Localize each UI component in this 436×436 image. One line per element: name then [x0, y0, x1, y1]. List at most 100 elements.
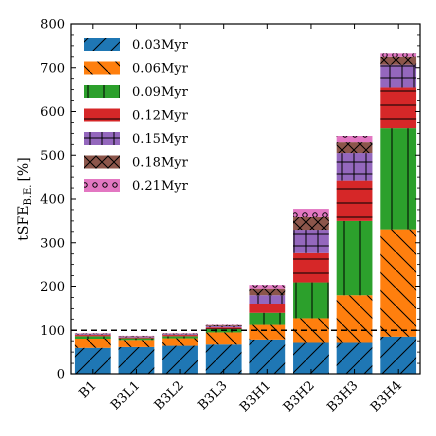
bar-segment-b3h1-7 — [249, 285, 286, 289]
bar-hatch — [118, 338, 155, 341]
bar-segment-b3h1-2 — [249, 324, 286, 340]
bar-hatch — [162, 336, 198, 339]
legend-swatch-hatch — [84, 85, 120, 98]
x-tick-label: B3H3 — [324, 378, 361, 415]
legend-label: 0.09Myr — [132, 85, 189, 100]
bar-segment-b3l3-2 — [205, 332, 242, 345]
bar-hatch — [205, 327, 242, 329]
legend-label: 0.15Myr — [132, 132, 189, 147]
bar-hatch — [249, 295, 286, 304]
y-tick-label: 100 — [40, 324, 65, 339]
y-tick-label: 300 — [40, 236, 65, 251]
bar-hatch — [380, 87, 417, 129]
bar-hatch — [118, 340, 155, 347]
bar-hatch — [336, 295, 373, 343]
bar-hatch — [336, 142, 373, 154]
legend-item-7: 0.21Myr — [84, 179, 189, 194]
bar-hatch — [249, 312, 286, 325]
bar-hatch — [293, 342, 329, 374]
bar-segment-b3l2-2 — [162, 338, 198, 346]
bar-hatch — [336, 153, 373, 181]
bar-segment-b3h2-2 — [293, 318, 329, 343]
bar-hatch — [293, 230, 329, 253]
bar-segment-b1-5 — [74, 334, 111, 336]
y-tick-label: 700 — [40, 61, 65, 76]
bar-segment-b3l1-3 — [118, 338, 155, 341]
bar-segment-b3l1-5 — [118, 336, 155, 338]
bar-hatch — [74, 339, 111, 348]
bar-segment-b3h1-3 — [249, 312, 286, 325]
legend-label: 0.03Myr — [132, 38, 189, 53]
bar-hatch — [336, 136, 373, 143]
legend-label: 0.12Myr — [132, 109, 189, 124]
x-tick-label: B3H2 — [281, 378, 318, 415]
y-tick-label: 500 — [40, 149, 65, 164]
bar-segment-b1-4 — [74, 335, 111, 337]
legend-item-2: 0.06Myr — [84, 61, 189, 77]
bar-segment-b3l1-4 — [118, 337, 155, 339]
bar-segment-b3h1-5 — [249, 295, 286, 304]
legend-swatch-hatch — [84, 132, 120, 145]
y-tick-label: 400 — [40, 193, 65, 208]
legend-label: 0.06Myr — [132, 62, 189, 77]
x-tick-label: B3L3 — [195, 378, 230, 413]
bar-hatch — [293, 252, 329, 283]
bar-hatch — [380, 336, 417, 374]
bar-hatch — [380, 56, 417, 65]
legend: 0.03Myr 0.06Myr 0.09Myr 0.12Myr 0.15Myr 0.18M… — [84, 38, 189, 194]
bar-hatch — [380, 128, 417, 230]
legend-item-5: 0.15Myr — [84, 132, 189, 147]
bar-segment-b3h3-3 — [336, 220, 373, 296]
bar-segment-b3l2-1 — [162, 345, 198, 374]
bar-hatch — [162, 338, 198, 346]
bar-segment-b3h3-2 — [336, 295, 373, 343]
bar-segment-b3h3-7 — [336, 136, 373, 143]
bar-hatch — [336, 342, 373, 374]
bar-hatch — [249, 285, 286, 289]
bar-segment-b1-1 — [74, 347, 111, 374]
bar-hatch — [74, 335, 111, 337]
bar-segment-b3h1-1 — [249, 339, 286, 374]
bar-segment-b3h2-1 — [293, 342, 329, 374]
bar-hatch — [249, 324, 286, 340]
bar-hatch — [380, 64, 417, 88]
legend-label: 0.18Myr — [132, 156, 189, 171]
bar-hatch — [336, 220, 373, 296]
legend-swatch-hatch — [84, 38, 120, 51]
legend-item-3: 0.09Myr — [84, 85, 189, 100]
bar-segment-b3l2-4 — [162, 335, 198, 337]
bar-hatch — [74, 334, 111, 336]
bar-segment-b3h4-4 — [380, 87, 417, 129]
bar-hatch — [249, 339, 286, 374]
y-axis-label-subscript: B.E. — [23, 185, 34, 206]
y-axis-label-main: tSFE — [16, 206, 32, 241]
bar-hatch — [162, 335, 198, 337]
x-tick-label: B3H4 — [368, 378, 405, 415]
bar-segment-b3l3-4 — [205, 327, 242, 329]
y-axis-label-unit: [%] — [16, 157, 32, 181]
bar-hatch — [205, 332, 242, 345]
bar-hatch — [293, 282, 329, 319]
bar-segment-b3h2-4 — [293, 252, 329, 283]
legend-item-6: 0.18Myr — [84, 155, 189, 171]
bar-segment-b3h2-3 — [293, 282, 329, 319]
bar-segment-b3l2-5 — [162, 334, 198, 336]
bar-hatch — [74, 336, 111, 339]
legend-item-4: 0.12Myr — [84, 108, 189, 124]
bar-segment-b1-2 — [74, 339, 111, 348]
y-tick-label: 0 — [57, 368, 65, 383]
bar-segment-b3h1-6 — [249, 288, 286, 296]
legend-swatch-hatch — [84, 179, 120, 192]
bar-hatch — [249, 288, 286, 296]
bar-hatch — [249, 304, 286, 313]
bar-hatch — [380, 229, 417, 337]
x-tick-label: B3L2 — [152, 378, 187, 413]
bar-segment-b3h3-1 — [336, 342, 373, 374]
x-tick-label: B3H1 — [237, 378, 274, 415]
x-tick-label: B3L1 — [108, 378, 143, 413]
bar-segment-b3h4-2 — [380, 229, 417, 337]
legend-swatch-hatch — [84, 155, 120, 169]
legend-item-1: 0.03Myr — [84, 38, 189, 53]
bar-hatch — [293, 216, 329, 231]
y-tick-label: 800 — [40, 18, 65, 33]
